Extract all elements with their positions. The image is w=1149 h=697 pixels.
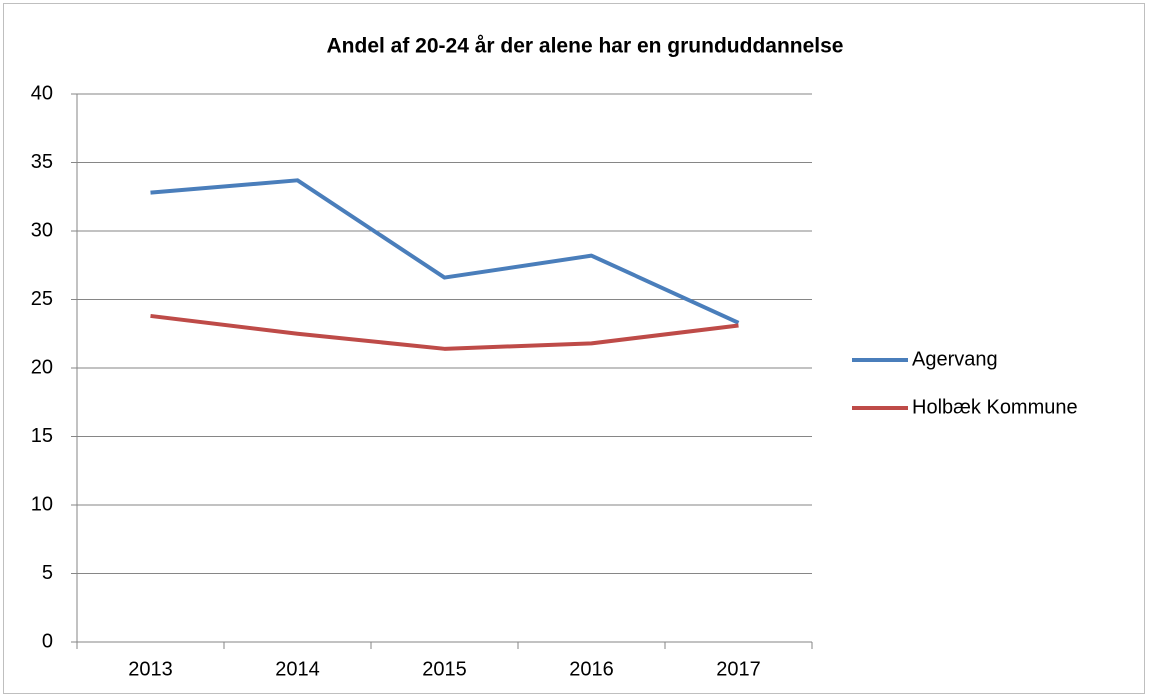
data-line	[150, 178, 740, 325]
y-tick-label: 35	[31, 151, 53, 173]
chart-frame	[3, 3, 1145, 694]
data-line	[150, 313, 739, 351]
x-tick-label: 2013	[128, 658, 173, 680]
y-tick-label: 0	[42, 630, 53, 652]
legend-label: Agervang	[912, 348, 998, 370]
x-tick-label: 2014	[275, 658, 320, 680]
x-tick-label: 2015	[422, 658, 467, 680]
y-tick-label: 10	[31, 493, 53, 515]
chart-title: Andel af 20-24 år der alene har en grund…	[327, 35, 844, 58]
y-tick-label: 40	[31, 82, 53, 104]
y-tick-label: 20	[31, 356, 53, 378]
y-tick-label: 5	[42, 562, 53, 584]
y-tick-label: 15	[31, 425, 53, 447]
y-tick-label: 25	[31, 288, 53, 310]
x-tick-label: 2017	[716, 658, 761, 680]
y-tick-label: 30	[31, 219, 53, 241]
x-tick-label: 2016	[569, 658, 614, 680]
legend-label: Holbæk Kommune	[912, 396, 1078, 418]
